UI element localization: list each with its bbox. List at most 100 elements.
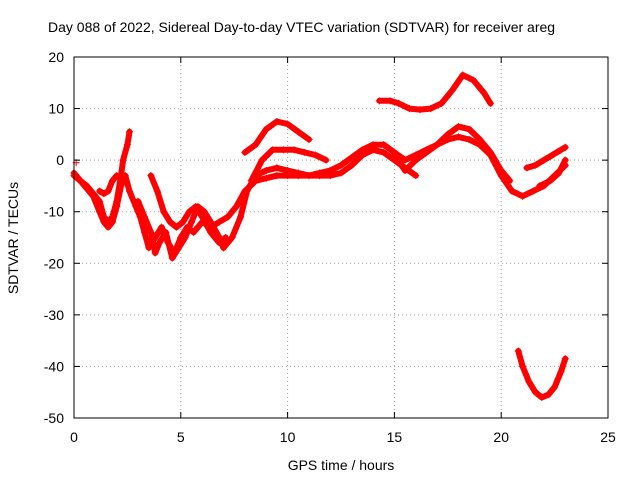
data-point [525, 378, 533, 386]
data-point [523, 164, 531, 172]
data-point [412, 156, 420, 164]
series-arc-10 [514, 347, 569, 401]
data-point [555, 169, 563, 177]
data-point [337, 169, 345, 177]
series-arc-4 [134, 133, 569, 262]
x-tick-label: 10 [280, 429, 296, 445]
series-arc-12 [536, 156, 569, 190]
data-point [284, 166, 292, 174]
data-point [316, 169, 324, 177]
data-point [519, 192, 527, 200]
data-point [140, 213, 148, 221]
data-point [561, 143, 569, 151]
data-point [561, 156, 569, 164]
data-point [465, 125, 473, 133]
data-point [147, 172, 155, 180]
data-point [262, 174, 270, 182]
x-tick-label: 25 [600, 429, 616, 445]
y-tick-label: -20 [44, 255, 64, 271]
data-point [215, 239, 223, 247]
data-point [104, 187, 112, 195]
series-line [135, 133, 569, 262]
data-point [540, 156, 548, 164]
data-point [487, 99, 495, 107]
data-point [531, 388, 539, 396]
series-arc-8 [375, 71, 495, 114]
series-line [391, 123, 513, 184]
data-point [100, 190, 108, 198]
data-point [175, 244, 183, 252]
data-point [279, 146, 287, 154]
data-point [113, 197, 121, 205]
data-point [480, 89, 488, 97]
data-point [241, 148, 249, 156]
data-point [158, 223, 166, 231]
data-point [76, 177, 84, 185]
data-point [108, 177, 116, 185]
data-point [294, 169, 302, 177]
data-point [224, 213, 232, 221]
data-point [207, 228, 215, 236]
plot-frame [73, 56, 609, 419]
y-tick-labels: -50 -40 -30 -20 -10 0 10 20 [44, 49, 64, 426]
data-point [153, 187, 161, 195]
data-point [237, 213, 245, 221]
data-point [147, 228, 155, 236]
data-point [380, 141, 388, 149]
series-arc-6 [241, 117, 313, 156]
data-point [433, 141, 441, 149]
data-point [531, 161, 539, 169]
series-line [536, 157, 569, 189]
data-point [401, 156, 409, 164]
data-point [228, 234, 236, 241]
y-tick-label: -10 [44, 204, 64, 220]
data-point [113, 172, 121, 180]
data-point [220, 244, 228, 252]
data-point [380, 148, 388, 156]
data-point [529, 187, 537, 195]
data-point [401, 166, 409, 174]
data-point [198, 213, 206, 221]
series-arc-3 [96, 172, 121, 198]
data-point [262, 166, 270, 174]
data-point [369, 141, 377, 149]
data-point [444, 130, 452, 138]
data-point [519, 362, 527, 370]
data-point [185, 208, 193, 216]
data-point [557, 146, 565, 154]
data-point [405, 105, 413, 113]
x-tick-label: 5 [177, 429, 185, 445]
y-tick-label: 10 [48, 101, 64, 117]
x-tick-label: 15 [387, 429, 403, 445]
data-point [232, 203, 240, 211]
data-point [311, 151, 319, 159]
data-point [126, 187, 134, 195]
data-point [100, 213, 108, 221]
data-point [258, 156, 266, 164]
data-point [348, 161, 356, 169]
data-point [96, 197, 104, 205]
series-arc-5 [147, 172, 230, 247]
data-point [326, 166, 334, 174]
series-line [147, 172, 229, 246]
data-point [108, 213, 116, 221]
data-point [538, 393, 546, 401]
data-point [243, 187, 251, 195]
data-point [290, 146, 298, 154]
data-point [166, 218, 174, 226]
series-line [515, 348, 569, 401]
data-point [422, 148, 430, 156]
data-point [89, 190, 97, 198]
data-point [179, 218, 187, 226]
data-point [151, 249, 159, 257]
data-point [83, 182, 91, 190]
data-point [487, 148, 495, 156]
data-point [273, 164, 281, 172]
series-arc-9 [390, 123, 514, 185]
data-point [273, 117, 281, 125]
axis-ticks [73, 56, 609, 419]
data-point [301, 148, 309, 156]
chart-title: Day 088 of 2022, Sidereal Day-to-day VTE… [48, 19, 555, 35]
data-point [375, 97, 383, 105]
